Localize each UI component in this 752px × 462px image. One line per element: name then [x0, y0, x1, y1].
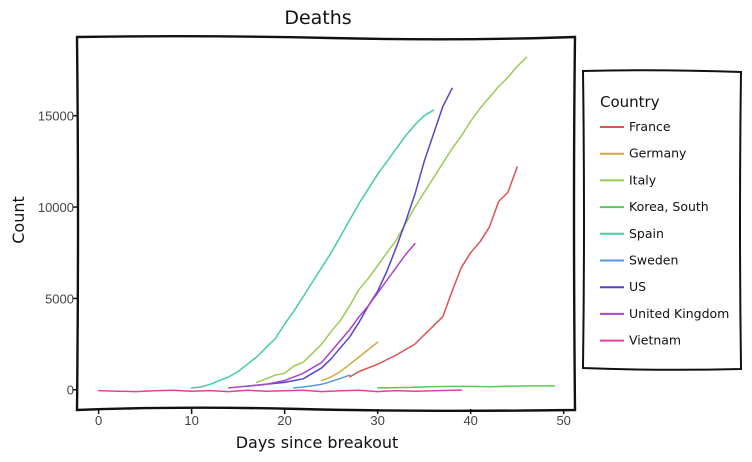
- plot-frame: [75, 35, 577, 412]
- y-tick-label: 15000: [38, 109, 74, 124]
- y-tick-label: 0: [67, 383, 74, 398]
- x-tick-label: 10: [184, 413, 198, 428]
- legend-frame: [581, 69, 743, 371]
- series-line-us: [246, 87, 453, 387]
- x-tick-label: 40: [463, 413, 477, 428]
- series-line-korea-south: [376, 385, 556, 389]
- chart-title: Deaths: [284, 7, 351, 29]
- x-tick-label: 30: [370, 413, 384, 428]
- legend-label-spain: Spain: [629, 226, 664, 241]
- legend-label-us: US: [629, 279, 646, 294]
- series-line-spain: [190, 109, 435, 389]
- legend-label-italy: Italy: [629, 172, 657, 187]
- legend-label-korea-south: Korea, South: [629, 199, 709, 214]
- series-line-germany: [321, 341, 379, 382]
- y-axis-label: Count: [9, 196, 28, 244]
- x-tick-label: 20: [277, 413, 291, 428]
- legend-label-united-kingdom: United Kingdom: [629, 306, 729, 321]
- legend: Country France Germany Italy Korea, South Sp…: [581, 69, 743, 371]
- legend-label-france: France: [629, 119, 671, 134]
- y-tick-label: 5000: [45, 291, 74, 306]
- legend-label-sweden: Sweden: [629, 253, 678, 268]
- x-axis-label: Days since breakout: [236, 433, 399, 452]
- legend-items: France Germany Italy Korea, South Spain Swede…: [600, 119, 729, 348]
- x-tick-label: 50: [556, 413, 570, 428]
- legend-label-germany: Germany: [629, 146, 687, 161]
- legend-label-vietnam: Vietnam: [629, 333, 681, 348]
- series-line-united-kingdom: [228, 242, 416, 389]
- legend-title: Country: [600, 93, 660, 111]
- series-line-sweden: [293, 374, 351, 389]
- series-line-france: [349, 166, 518, 378]
- x-tick-label: 0: [95, 413, 102, 428]
- series-line-vietnam: [97, 389, 463, 393]
- axis-ticks: 0 10 20 30 40 50 0 5000 10000 15000: [38, 109, 571, 428]
- series-line-italy: [255, 56, 528, 384]
- y-tick-label: 10000: [38, 200, 74, 215]
- series-lines: [97, 56, 556, 393]
